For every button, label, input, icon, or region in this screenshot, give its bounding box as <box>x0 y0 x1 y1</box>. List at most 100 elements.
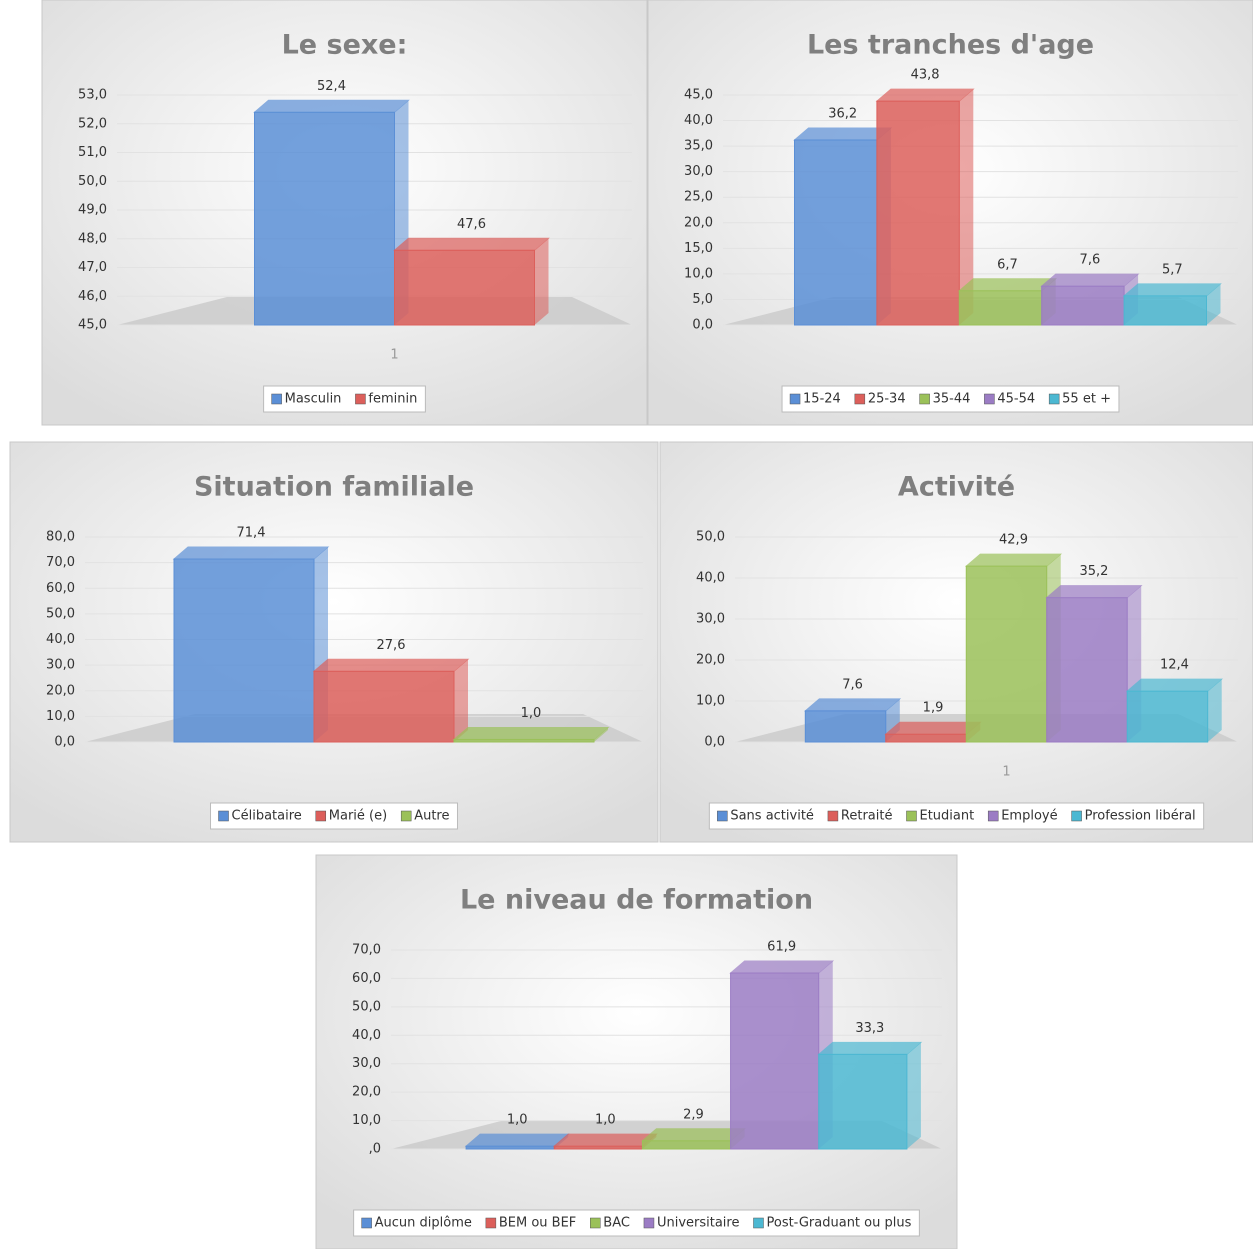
bar-top <box>464 1133 570 1147</box>
data-label: 1,0 <box>595 1113 616 1128</box>
y-tick-label: 20,0 <box>46 683 75 698</box>
data-label: 12,4 <box>1160 658 1189 673</box>
bar-side <box>1206 283 1221 325</box>
chart-background <box>9 441 659 843</box>
y-tick-label: 45,0 <box>78 318 107 333</box>
y-tick-label: 20,0 <box>352 1085 381 1100</box>
bar-top <box>729 960 835 974</box>
y-tick-label: 60,0 <box>46 581 75 596</box>
y-tick-label: 70,0 <box>46 555 75 570</box>
data-label: 36,2 <box>828 106 857 121</box>
bar <box>254 111 395 326</box>
legend-label: Célibataire <box>232 809 302 824</box>
data-label: 52,4 <box>317 79 346 94</box>
chart-background <box>659 441 1253 843</box>
bar <box>794 139 878 326</box>
y-tick-label: 60,0 <box>352 971 381 986</box>
y-tick-label: 50,0 <box>352 999 381 1014</box>
bar-top <box>817 1041 923 1055</box>
chart-panel: Le niveau de formation ,0 10,0 20,0 30,0 40,0… <box>315 854 958 1249</box>
bar <box>804 710 887 743</box>
legend: Aucun diplôme BEM ou BEF BAC Universitaire P… <box>353 1209 920 1237</box>
legend-swatch <box>717 810 728 822</box>
legend-swatch <box>987 810 999 822</box>
legend-swatch <box>485 1217 497 1229</box>
data-label: 43,8 <box>911 68 940 83</box>
bar-top <box>803 698 902 712</box>
y-tick-label: 40,0 <box>46 632 75 647</box>
legend: Sans activité Retraité Etudiant Employé Prof… <box>708 802 1205 830</box>
legend-swatch <box>789 393 801 405</box>
legend-label: Marié (e) <box>329 809 387 824</box>
legend-label: 45-54 <box>997 392 1035 407</box>
legend-label: feminin <box>368 392 417 407</box>
legend-label: Aucun diplôme <box>375 1216 472 1231</box>
y-tick-label: 10,0 <box>352 1113 381 1128</box>
bar <box>1126 690 1209 743</box>
legend-swatch <box>271 393 282 405</box>
bar-side <box>534 238 549 325</box>
legend-swatch <box>355 393 366 405</box>
y-tick-label: 10,0 <box>696 694 725 709</box>
bar <box>173 558 315 743</box>
bar <box>885 733 967 743</box>
bar-top <box>452 726 610 740</box>
legend-label: Universitaire <box>657 1216 740 1231</box>
legend-swatch <box>906 810 917 822</box>
y-tick-label: 70,0 <box>352 943 381 958</box>
bar <box>641 1140 732 1150</box>
legend-label: Retraité <box>841 809 893 824</box>
data-label: 71,4 <box>237 526 266 541</box>
y-tick-label: 0,0 <box>704 735 725 750</box>
y-tick-label: 10,0 <box>684 266 713 281</box>
y-tick-label: 20,0 <box>696 653 725 668</box>
y-tick-label: 0,0 <box>692 318 713 333</box>
legend-frame <box>353 1209 920 1237</box>
chart-panel: Les tranches d'age 0,0 5,0 10,0 15,0 20,0 25,0… <box>647 0 1253 426</box>
legend-label: BEM ou BEF <box>499 1216 576 1231</box>
y-tick-label: 0,0 <box>54 735 75 750</box>
legend-swatch <box>315 810 327 822</box>
legend-swatch <box>827 810 839 822</box>
chart-title: Activité <box>898 472 1015 503</box>
bar-top <box>1040 273 1140 287</box>
legend-swatch <box>400 810 412 822</box>
bar <box>313 670 455 743</box>
data-label: 61,9 <box>767 940 796 955</box>
legend-swatch <box>218 810 229 822</box>
data-label: 1,9 <box>923 701 944 716</box>
legend: 15-24 25-34 35-44 45-54 55 et + <box>781 385 1120 413</box>
bar-side <box>594 727 608 742</box>
data-label: 7,6 <box>1080 253 1101 268</box>
y-tick-label: 80,0 <box>46 530 75 545</box>
legend-swatch <box>919 393 930 405</box>
legend-label: Autre <box>414 809 449 824</box>
y-tick-label: 25,0 <box>684 190 713 205</box>
legend-swatch <box>590 1217 601 1229</box>
bar-top <box>172 546 330 560</box>
bar-top <box>1122 283 1222 297</box>
y-tick-label: 40,0 <box>352 1028 381 1043</box>
y-tick-label: 51,0 <box>78 145 107 160</box>
data-label: 33,3 <box>855 1021 884 1036</box>
legend-swatch <box>854 393 866 405</box>
chart-panel: Le sexe: 45,0 46,0 47,0 48,0 49,0 50,0 51,0 52,0… <box>41 0 648 426</box>
bar-top <box>312 658 470 672</box>
bar <box>876 100 960 326</box>
chart-title: Le sexe: <box>282 30 408 61</box>
chart-title: Les tranches d'age <box>807 30 1094 61</box>
legend: Masculin feminin <box>263 385 426 413</box>
bar <box>1046 597 1128 743</box>
data-label: 2,9 <box>683 1107 704 1122</box>
y-tick-label: 5,0 <box>692 292 713 307</box>
legend-frame <box>708 802 1205 830</box>
legend-label: BAC <box>603 1216 630 1231</box>
y-tick-label: 45,0 <box>684 88 713 103</box>
legend-swatch <box>753 1217 764 1229</box>
y-tick-label: 30,0 <box>352 1056 381 1071</box>
data-label: 1,0 <box>507 1113 528 1128</box>
data-label: 27,6 <box>377 638 406 653</box>
data-label: 1,0 <box>521 706 542 721</box>
y-tick-label: 50,0 <box>78 174 107 189</box>
